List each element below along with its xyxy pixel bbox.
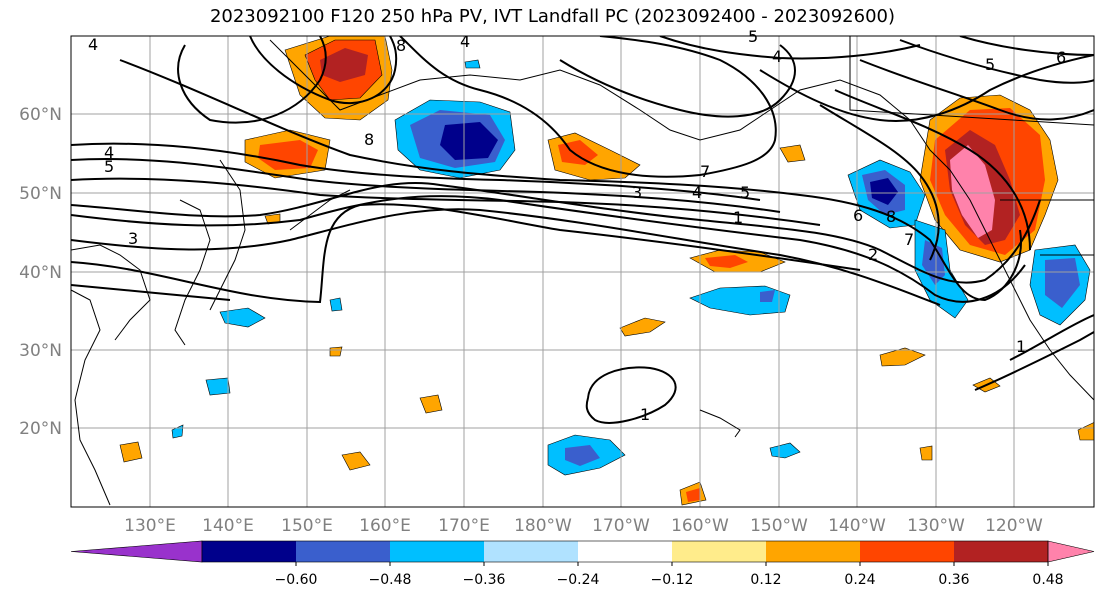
- colorbar-segment: [202, 541, 297, 562]
- contour-label: 3: [632, 183, 642, 202]
- colorbar-extend-low: [70, 540, 203, 563]
- colorbar-extend-high: [1047, 540, 1095, 563]
- colorbar: −0.60 −0.48 −0.36 −0.24 −0.12 0.12 0.24 0.36 0.4…: [70, 540, 1095, 588]
- contour-labels: 4 5 4 3 8 8 4 7 3 4 5 1 6 8 7 2 1 1 6 5 …: [88, 27, 1066, 424]
- contour-label: 5: [104, 157, 114, 176]
- contour-label: 4: [772, 47, 782, 66]
- contour-label: 3: [128, 229, 138, 248]
- map-title: 2023092100 F120 250 hPa PV, IVT Landfall…: [209, 6, 896, 27]
- colorbar-tick-label: 0.12: [750, 572, 781, 588]
- colorbar-segment: [766, 541, 861, 562]
- colorbar-segment: [296, 541, 391, 562]
- lat-label: 60°N: [19, 105, 62, 125]
- lon-label: 160°E: [359, 516, 411, 536]
- lon-label: 150°W: [750, 516, 808, 536]
- contour-label: 4: [692, 183, 702, 202]
- lat-label: 20°N: [19, 419, 62, 439]
- colorbar-tick-label: −0.24: [557, 572, 600, 588]
- lon-label: 170°W: [592, 516, 650, 536]
- contour-label: 4: [460, 32, 470, 51]
- latitude-labels: 20°N 30°N 40°N 50°N 60°N: [19, 105, 62, 439]
- contour-label: 8: [886, 207, 896, 226]
- colorbar-tick-label: −0.36: [463, 572, 506, 588]
- colorbar-segment: [954, 541, 1049, 562]
- colorbar-tick-label: 0.36: [938, 572, 969, 588]
- contour-label: 6: [1056, 48, 1066, 67]
- contour-label: 5: [985, 55, 995, 74]
- lon-label: 150°E: [281, 516, 333, 536]
- lon-label: 140°E: [202, 516, 254, 536]
- pc-contours: [71, 36, 1094, 424]
- lon-label: 170°E: [438, 516, 490, 536]
- lat-label: 40°N: [19, 263, 62, 283]
- lon-label: 120°W: [985, 516, 1043, 536]
- lat-label: 50°N: [19, 184, 62, 204]
- contour-label: 1: [1016, 337, 1026, 356]
- contour-label: 5: [740, 183, 750, 202]
- coastlines: [71, 36, 1094, 506]
- longitude-labels: 130°E 140°E 150°E 160°E 170°E 180°W 170°…: [124, 516, 1043, 536]
- contour-label: 7: [904, 230, 914, 249]
- contour-label: 4: [88, 35, 98, 54]
- colorbar-tick-label: 0.24: [844, 572, 875, 588]
- lon-label: 160°W: [671, 516, 729, 536]
- colorbar-outline: [201, 540, 1049, 563]
- colorbar-tick-label: −0.48: [369, 572, 412, 588]
- colorbar-segment: [672, 541, 767, 562]
- contour-label: 1: [640, 405, 650, 424]
- colorbar-tick-label: −0.60: [275, 572, 318, 588]
- colorbar-tick-label: 0.48: [1032, 572, 1063, 588]
- lon-label: 130°E: [124, 516, 176, 536]
- map-frame: [70, 35, 1095, 508]
- colorbar-segment: [390, 541, 485, 562]
- contour-label: 7: [700, 162, 710, 181]
- lat-label: 30°N: [19, 341, 62, 361]
- contour-label: 2: [868, 245, 878, 264]
- contour-label: 8: [396, 36, 406, 55]
- colorbar-segment: [578, 541, 673, 562]
- contour-label: 1: [733, 208, 743, 227]
- lon-label: 140°W: [828, 516, 886, 536]
- colorbar-segment: [860, 541, 955, 562]
- colorbar-segment: [484, 541, 579, 562]
- contour-label: 4: [104, 143, 114, 162]
- lon-label: 180°W: [514, 516, 572, 536]
- lon-label: 130°W: [907, 516, 965, 536]
- colorbar-tick-label: −0.12: [651, 572, 694, 588]
- contour-label: 6: [853, 206, 863, 225]
- contour-label: 8: [364, 130, 374, 149]
